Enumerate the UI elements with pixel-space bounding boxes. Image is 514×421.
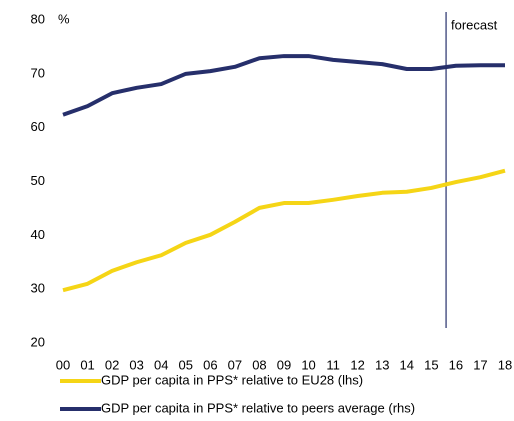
x-tick-label: 01 xyxy=(80,357,94,372)
y-tick-label: 70 xyxy=(31,65,45,80)
x-tick-label: 09 xyxy=(277,357,291,372)
x-tick-label: 15 xyxy=(424,357,438,372)
x-tick-label: 13 xyxy=(375,357,389,372)
y-tick-label: 20 xyxy=(31,334,45,349)
x-tick-label: 00 xyxy=(56,357,70,372)
legend-label: GDP per capita in PPS* relative to peers… xyxy=(101,400,415,415)
x-tick-label: 04 xyxy=(154,357,168,372)
y-axis-unit: % xyxy=(58,11,70,26)
y-tick-label: 30 xyxy=(31,281,45,296)
x-tick-label: 07 xyxy=(228,357,242,372)
x-tick-label: 18 xyxy=(498,357,512,372)
series-line xyxy=(62,168,506,293)
x-tick-label: 10 xyxy=(301,357,315,372)
x-tick-label: 08 xyxy=(252,357,266,372)
x-tick-label: 16 xyxy=(449,357,463,372)
x-tick-label: 05 xyxy=(179,357,193,372)
x-tick-label: 12 xyxy=(350,357,364,372)
x-tick-label: 03 xyxy=(129,357,143,372)
y-tick-label: 50 xyxy=(31,173,45,188)
y-tick-label: 80 xyxy=(31,11,45,26)
forecast-label: forecast xyxy=(451,17,498,32)
x-tick-label: 02 xyxy=(105,357,119,372)
x-tick-label: 17 xyxy=(473,357,487,372)
x-tick-label: 06 xyxy=(203,357,217,372)
x-tick-label: 14 xyxy=(400,357,414,372)
y-tick-label: 40 xyxy=(31,227,45,242)
x-tick-label: 11 xyxy=(326,357,340,372)
series-line xyxy=(62,54,505,117)
legend-label: GDP per capita in PPS* relative to EU28 … xyxy=(101,372,363,387)
y-tick-label: 60 xyxy=(31,119,45,134)
